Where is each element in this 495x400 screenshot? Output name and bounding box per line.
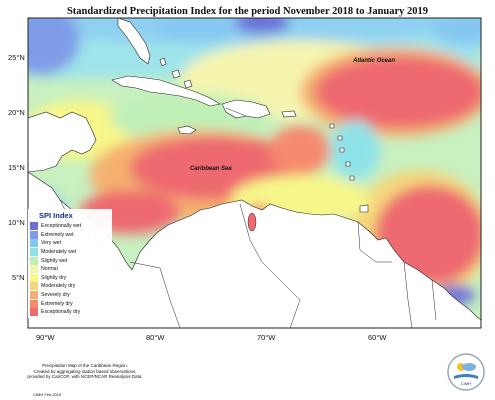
legend-swatch [30, 256, 38, 265]
lon-label-80w: 80°W [146, 333, 165, 342]
legend-item: Very wet [30, 239, 110, 248]
lon-label-70w: 70°W [257, 333, 276, 342]
legend-item: Extremely dry [30, 299, 110, 308]
legend-swatch [30, 239, 38, 248]
lat-label-25n: 25°N [8, 53, 25, 62]
legend-item: Moderately wet [30, 248, 110, 257]
legend-swatch [30, 265, 38, 274]
lat-label-5n: 5°N [12, 273, 25, 282]
legend-label: Moderately dry [41, 283, 76, 290]
footer-line-1: Precipitation Map of the Caribbean Regio… [41, 363, 129, 368]
lat-label-15n: 15°N [8, 163, 25, 172]
legend-swatch [30, 291, 38, 300]
logo-text: CIMH [461, 381, 471, 386]
cimh-logo-icon: CIMH [447, 353, 485, 391]
legend-label: Severely dry [41, 292, 70, 299]
legend-swatch [30, 248, 38, 257]
map-title: Standardized Precipitation Index for the… [66, 6, 429, 17]
legend-label: Moderately wet [41, 249, 77, 256]
legend-item: Severely dry [30, 291, 110, 300]
legend-swatch [30, 222, 38, 231]
lon-label-90w: 90°W [36, 333, 55, 342]
legend-label: Slightly wet [41, 257, 68, 264]
legend-swatch [30, 308, 38, 317]
legend-swatch [30, 273, 38, 282]
legend-swatch [30, 299, 38, 308]
legend-item: Exceptionally wet [30, 222, 110, 231]
legend-item: Slightly dry [30, 273, 110, 283]
lat-label-20n: 20°N [8, 108, 25, 117]
legend-item: Moderately dry [30, 282, 110, 291]
spi-legend: SPI Index Exceptionally wet Extremely wet… [28, 209, 112, 318]
lon-label-60w: 60°W [368, 333, 387, 342]
legend-title: SPI Index [39, 211, 73, 220]
legend-item: Extremely wet [30, 230, 110, 240]
legend-item: Slightly wet [30, 256, 110, 265]
lake-maracaibo [247, 212, 257, 232]
legend-swatch [30, 230, 38, 239]
legend-label: Exceptionally wet [41, 223, 82, 230]
footer-line-2: Created by aggregating station based obs… [33, 368, 137, 374]
map-frame [27, 17, 482, 329]
legend-item: Exceptionally dry [30, 308, 110, 317]
lat-label-10n: 10°N [8, 218, 25, 227]
legend-label: Slightly dry [41, 274, 67, 281]
latitude-axis: 25°N 20°N 15°N 10°N 5°N [8, 53, 25, 282]
land [28, 18, 481, 328]
legend-label: Very wet [41, 240, 61, 247]
legend-label: Exceptionally dry [41, 309, 81, 316]
legend-swatch [30, 282, 38, 291]
label-caribbean-sea: Caribbean Sea [190, 166, 232, 172]
longitude-axis: 90°W 80°W 70°W 60°W [36, 333, 387, 342]
footer-line-3: provided by CariCOF, with NCEP/NCAR Rean… [27, 374, 143, 380]
label-atlantic-ocean: Atlantic Ocean [352, 58, 395, 64]
map-credit: CIMH Feb.2019 [33, 392, 62, 397]
legend-item: Normal [30, 265, 110, 274]
legend-label: Normal [41, 266, 58, 273]
map-footer: Precipitation Map of the Caribbean Regio… [0, 363, 170, 380]
legend-label: Extremely wet [41, 231, 74, 238]
legend-label: Extremely dry [41, 300, 73, 307]
